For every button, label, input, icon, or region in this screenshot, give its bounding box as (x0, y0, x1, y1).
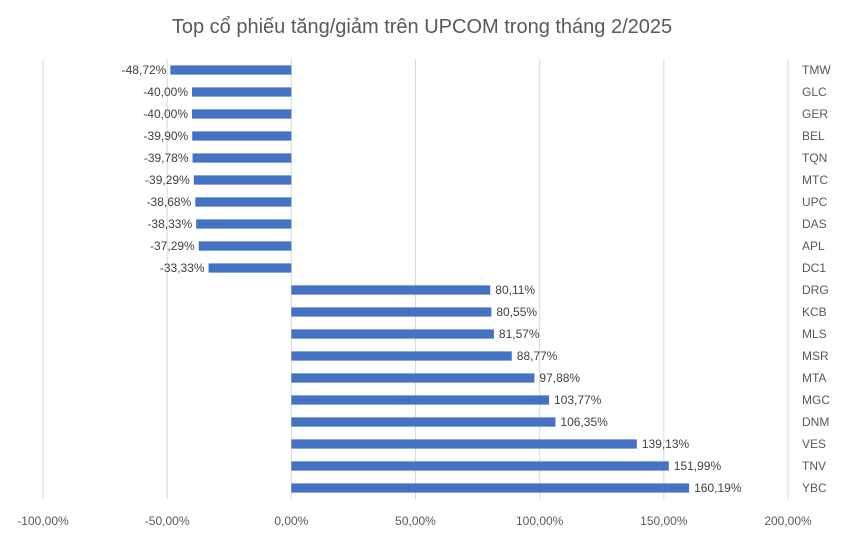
data-label-kcb: 80,55% (496, 305, 537, 319)
data-label-mtc: -39,29% (145, 173, 190, 187)
bar-tmw (170, 65, 292, 75)
category-label-dc1: DC1 (802, 261, 826, 275)
bar-mta (291, 373, 535, 383)
x-tick-label-0: -100,00% (17, 514, 69, 528)
category-label-tmw: TMW (802, 63, 831, 77)
x-tick-label-6: 200,00% (764, 514, 812, 528)
data-label-apl: -37,29% (150, 239, 195, 253)
bar-mgc (291, 395, 550, 405)
bar-ves (291, 439, 637, 449)
data-label-tnv: 151,99% (674, 459, 722, 473)
category-label-apl: APL (802, 239, 825, 253)
category-label-ger: GER (802, 107, 828, 121)
category-label-upc: UPC (802, 195, 828, 209)
category-label-tnv: TNV (802, 459, 826, 473)
data-label-das: -38,33% (147, 217, 192, 231)
x-tick-label-4: 100,00% (516, 514, 564, 528)
bar-dnm (291, 417, 556, 427)
data-label-bel: -39,90% (144, 129, 189, 143)
category-label-mgc: MGC (802, 393, 830, 407)
category-label-kcb: KCB (802, 305, 827, 319)
bar-glc (192, 87, 292, 97)
data-label-glc: -40,00% (143, 85, 188, 99)
category-label-msr: MSR (802, 349, 829, 363)
x-tick-label-2: 0,00% (274, 514, 308, 528)
bar-mls (291, 329, 494, 339)
category-label-mls: MLS (802, 327, 827, 341)
data-label-tqn: -39,78% (144, 151, 189, 165)
bar-tnv (291, 461, 669, 471)
category-label-dnm: DNM (802, 415, 829, 429)
bar-kcb (291, 307, 492, 317)
category-labels: TMW GLC GER BEL TQN MTC UPC DAS APL DC1 DRG KCB MLS M… (802, 63, 831, 495)
category-label-tqn: TQN (802, 151, 827, 165)
bar-dc1 (208, 263, 292, 273)
category-label-das: DAS (802, 217, 827, 231)
data-label-dnm: 106,35% (560, 415, 608, 429)
data-label-ves: 139,13% (642, 437, 690, 451)
data-label-ger: -40,00% (143, 107, 188, 121)
category-label-mtc: MTC (802, 173, 828, 187)
gridlines (42, 59, 789, 499)
data-label-mgc: 103,77% (554, 393, 602, 407)
x-axis-tick-labels: -100,00% -50,00% 0,00% 50,00% 100,00% 150,00%… (17, 514, 812, 528)
bar-tqn (192, 153, 292, 163)
x-tick-label-1: -50,00% (145, 514, 190, 528)
data-label-upc: -38,68% (147, 195, 192, 209)
x-tick-label-3: 50,00% (395, 514, 436, 528)
data-label-dc1: -33,33% (160, 261, 205, 275)
data-label-msr: 88,77% (517, 349, 558, 363)
category-label-glc: GLC (802, 85, 827, 99)
bar-drg (291, 285, 491, 295)
bar-upc (195, 197, 292, 207)
category-label-drg: DRG (802, 283, 829, 297)
bar-mtc (193, 175, 292, 185)
data-label-mta: 97,88% (539, 371, 580, 385)
bar-msr (291, 351, 512, 361)
bars (170, 65, 690, 493)
category-label-ybc: YBC (802, 481, 827, 495)
category-label-ves: VES (802, 437, 826, 451)
bar-bel (192, 131, 292, 141)
data-labels: -48,72% -40,00% -40,00% -39,90% -39,78% -39,2… (122, 63, 742, 495)
bar-ybc (291, 483, 690, 493)
bar-apl (198, 241, 292, 251)
data-label-mls: 81,57% (499, 327, 540, 341)
bar-das (196, 219, 292, 229)
data-label-ybc: 160,19% (694, 481, 742, 495)
chart-title: Top cổ phiếu tăng/giảm trên UPCOM trong … (172, 16, 672, 38)
bar-ger (192, 109, 292, 119)
data-label-drg: 80,11% (495, 283, 535, 297)
category-label-bel: BEL (802, 129, 825, 143)
x-tick-label-5: 150,00% (640, 514, 688, 528)
data-label-tmw: -48,72% (122, 63, 167, 77)
category-label-mta: MTA (802, 371, 826, 385)
